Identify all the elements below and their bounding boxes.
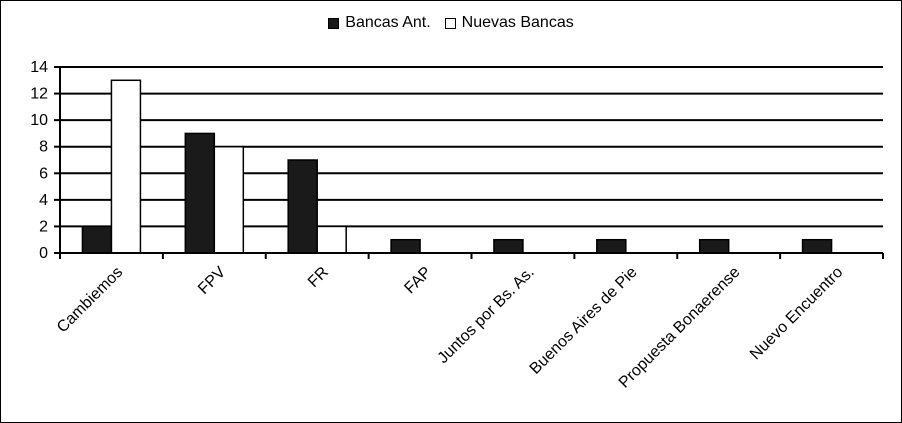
bar-bancas-ant [287, 159, 318, 254]
x-category-label: Propuesta Bonaerense [616, 264, 744, 392]
legend-swatch-bancas-ant [328, 17, 340, 29]
y-tick-label: 14 [30, 59, 48, 76]
x-category-label: FR [305, 264, 332, 291]
x-category-label: Juntos por Bs. As. [435, 264, 538, 367]
x-category-label: Buenos Aires de Pie [527, 264, 641, 378]
legend-item-nuevas-bancas: Nuevas Bancas [444, 14, 574, 32]
y-tick-label: 4 [39, 192, 48, 209]
y-tick-label: 12 [30, 86, 48, 103]
legend-item-bancas-ant: Bancas Ant. [328, 14, 431, 32]
legend-label-nuevas-bancas: Nuevas Bancas [461, 14, 574, 31]
y-tick-label: 6 [39, 165, 48, 182]
x-category-label: FPV [195, 264, 229, 298]
y-tick-label: 8 [39, 139, 48, 156]
y-tick-label: 10 [30, 112, 48, 129]
bar-nuevas-bancas [316, 225, 347, 254]
y-tick-label: 2 [39, 218, 48, 235]
bar-bancas-ant [698, 238, 730, 254]
bar-bancas-ant [81, 225, 113, 254]
y-tick-label: 0 [39, 245, 48, 262]
bar-nuevas-bancas [110, 79, 142, 254]
bar-nuevas-bancas [213, 145, 245, 254]
x-category-label: Cambiemos [54, 264, 126, 336]
legend-swatch-nuevas-bancas [444, 17, 456, 29]
legend: Bancas Ant. Nuevas Bancas [1, 14, 901, 32]
x-category-label: FAP [401, 264, 434, 297]
legend-label-bancas-ant: Bancas Ant. [345, 14, 431, 31]
bar-bancas-ant [801, 238, 833, 254]
bar-bancas-ant [596, 238, 627, 254]
bar-bancas-ant [390, 238, 421, 254]
bar-bancas-ant [184, 132, 216, 254]
bar-bancas-ant [493, 238, 524, 254]
x-category-label: Nuevo Encuentro [747, 264, 847, 364]
